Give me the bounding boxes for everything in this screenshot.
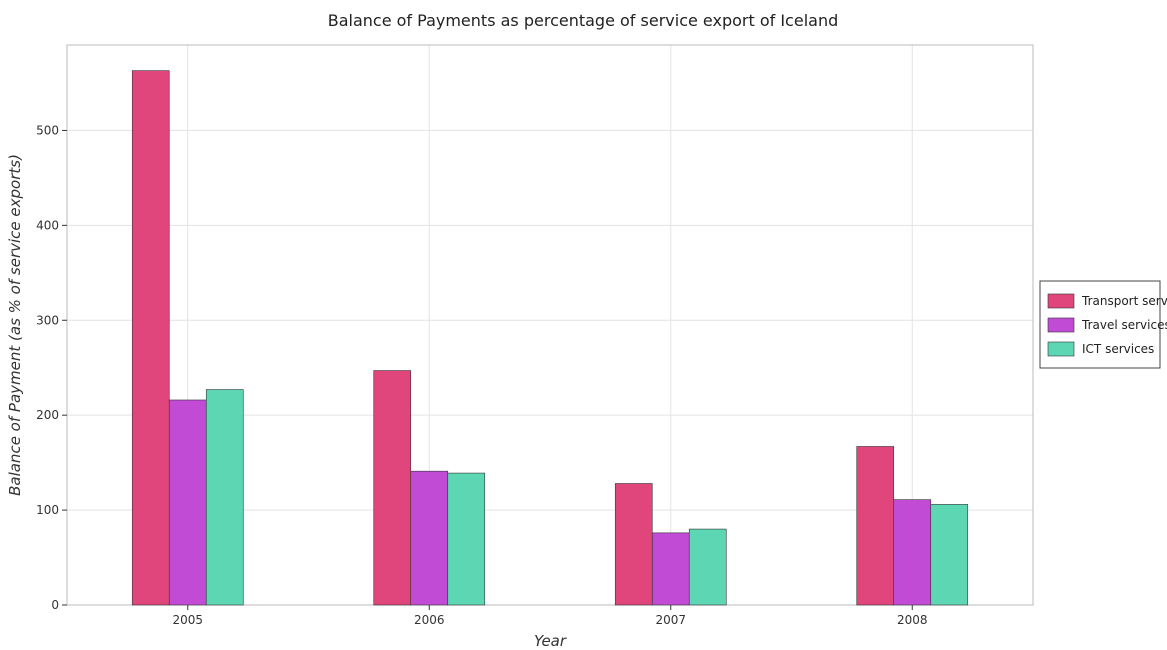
x-tick-label: 2007	[655, 613, 686, 627]
legend-swatch	[1047, 293, 1075, 309]
legend-label: Travel services	[1081, 318, 1167, 332]
x-tick-label: 2006	[414, 613, 445, 627]
bar-transport-services-2007	[614, 483, 653, 606]
y-tick-label: 100	[36, 503, 59, 517]
bars	[131, 70, 969, 606]
y-tick-label: 500	[36, 123, 59, 137]
plot-frame	[66, 44, 1034, 606]
chart-title: Balance of Payments as percentage of ser…	[328, 11, 839, 30]
y-tick-label: 0	[51, 598, 59, 612]
bar-ict-services-2006	[447, 472, 486, 606]
bar-ict-services-2008	[930, 504, 969, 606]
y-tick-label: 200	[36, 408, 59, 422]
y-tick-label: 300	[36, 313, 59, 327]
x-axis-ticks: 2005 2006 2007 2008	[172, 605, 928, 627]
x-tick-label: 2008	[897, 613, 928, 627]
x-axis-label: Year	[534, 632, 567, 650]
bar-travel-services-2008	[893, 499, 932, 606]
legend-swatch	[1047, 317, 1075, 333]
bar-ict-services-2005	[205, 389, 244, 606]
bar-ict-services-2007	[688, 528, 727, 606]
bar-transport-services-2008	[856, 446, 895, 606]
bar-travel-services-2005	[168, 399, 207, 606]
y-tick-label: 400	[36, 218, 59, 232]
bar-transport-services-2005	[131, 70, 170, 606]
y-axis-label: Balance of Payment (as % of service expo…	[6, 154, 24, 496]
legend-label: Transport services	[1081, 294, 1167, 308]
bar-travel-services-2007	[651, 532, 690, 606]
bar-travel-services-2006	[410, 470, 449, 606]
legend: Transport services Travel services ICT ser…	[1039, 280, 1167, 369]
x-tick-label: 2005	[172, 613, 203, 627]
bar-transport-services-2006	[373, 370, 412, 606]
legend-label: ICT services	[1082, 342, 1154, 356]
y-axis-ticks: 0 100 200 300 400 500	[36, 123, 67, 612]
legend-swatch	[1047, 341, 1075, 357]
